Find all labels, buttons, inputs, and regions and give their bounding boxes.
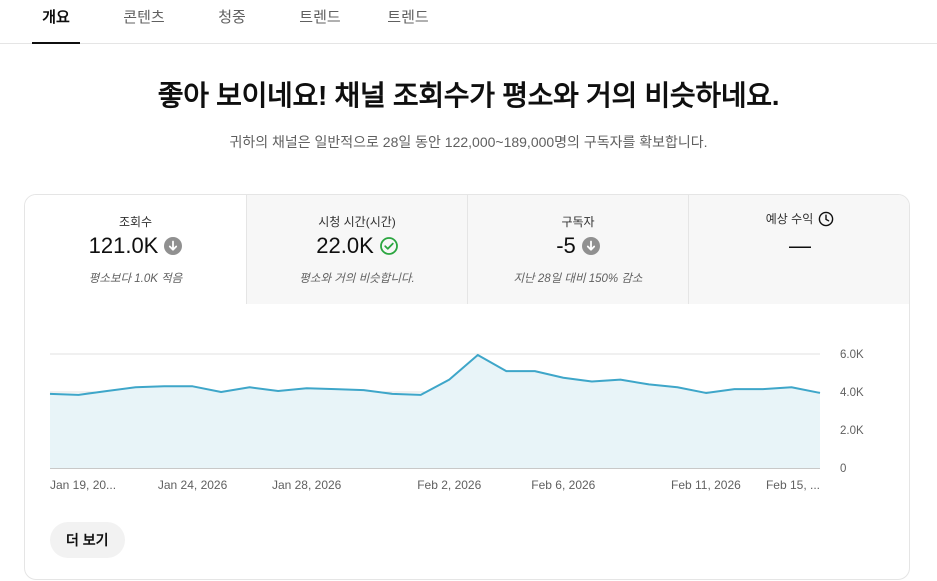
tab-overview[interactable]: 개요 [32,0,80,44]
views-chart: 6.0K 4.0K 2.0K 0 Jan 19, 20... Jan 24, 2026 Ja… [25,304,909,509]
tab-bar: 개요 콘텐츠 청중 트렌드 트렌드 [0,0,937,44]
metric-label: 조회수 [118,215,153,229]
metric-subscribers[interactable]: 구독자 -5 지난 28일 대비 150% 감소 [468,195,688,304]
tab-audience[interactable]: 청중 [218,9,246,26]
metric-note: 지난 28일 대비 150% 감소 [513,273,643,285]
arrow-down-circle-icon [164,237,183,255]
y-tick-label: 6.0K [840,349,864,361]
metric-watch-time[interactable]: 시청 시간(시간) 22.0K 평소와 거의 비슷합니다. [247,195,467,304]
tab-trends-2[interactable]: 트렌드 [387,9,429,26]
metric-value: 121.0K [88,233,159,258]
y-tick-label: 4.0K [840,387,864,399]
metric-value: 22.0K [316,233,374,258]
x-tick-label: Jan 19, 20... [50,478,116,492]
metric-tabs: 조회수 121.0K 평소보다 1.0K 적음 시청 시간(시간) 22.0K … [25,195,909,304]
check-circle-icon [379,237,398,255]
y-tick-label: 2.0K [840,425,864,437]
metric-views[interactable]: 조회수 121.0K 평소보다 1.0K 적음 [25,195,246,304]
y-tick-label: 0 [840,463,846,475]
metric-value: — [789,233,811,258]
x-tick-label: Feb 2, 2026 [417,478,481,492]
metric-label: 예상 수익 [765,212,814,226]
metric-label: 구독자 [561,215,595,229]
x-tick-label: Feb 11, 2026 [671,478,741,492]
x-tick-label: Feb 6, 2026 [531,478,595,492]
x-tick-label: Jan 28, 2026 [272,478,342,492]
metric-estimated-revenue[interactable]: 예상 수익 — [689,195,909,304]
series-area [50,354,820,468]
see-more-button[interactable]: 더 보기 [50,522,125,558]
analytics-card: 조회수 121.0K 평소보다 1.0K 적음 시청 시간(시간) 22.0K … [24,194,910,580]
tab-trends[interactable]: 트렌드 [299,9,341,26]
metric-note: 평소보다 1.0K 적음 [88,273,183,285]
metric-label: 시청 시간(시간) [318,215,396,229]
x-tick-label: Jan 24, 2026 [158,478,228,492]
clock-icon [818,211,834,227]
summary-headline: 좋아 보이네요! 채널 조회수가 평소와 거의 비슷하네요. [157,80,780,111]
chart-svg: 6.0K 4.0K 2.0K 0 Jan 19, 20... Jan 24, 2026 Ja… [49,349,864,492]
x-tick-label: Feb 15, ... [766,478,820,492]
metric-note: 평소와 거의 비슷합니다. [299,273,415,285]
tab-content[interactable]: 콘텐츠 [123,9,165,26]
metric-value: -5 [556,233,576,258]
summary-subline: 귀하의 채널은 일반적으로 28일 동안 122,000~189,000명의 구… [229,134,708,150]
arrow-down-circle-icon [581,237,600,255]
series-line [49,353,821,396]
